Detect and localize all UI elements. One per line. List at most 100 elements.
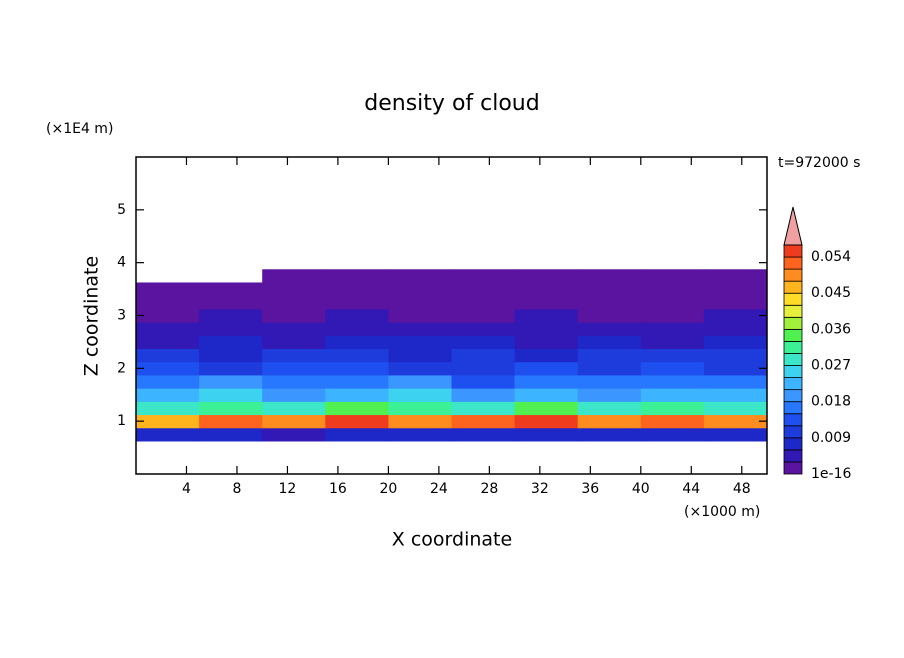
- contour-cell: [577, 414, 642, 429]
- contour-cell: [388, 427, 452, 442]
- contour-cell: [262, 335, 326, 350]
- colorbar-band: [783, 292, 803, 306]
- contour-cell: [577, 374, 642, 389]
- contour-cell: [262, 348, 326, 363]
- contour-cell: [199, 348, 263, 363]
- colorbar-tick-label: 0.027: [811, 358, 851, 374]
- contour-cell: [388, 401, 452, 416]
- contour-cell: [199, 322, 263, 336]
- x-unit: (×1000 m): [684, 504, 760, 520]
- y-tick-label: 4: [117, 255, 126, 271]
- colorbar-band: [783, 280, 803, 294]
- contour-cell: [514, 348, 579, 363]
- contour-cell: [514, 282, 579, 297]
- contour-cell: [325, 427, 389, 442]
- contour-cell: [703, 348, 768, 363]
- x-tick-label: 20: [379, 481, 397, 497]
- contour-cell: [325, 269, 389, 283]
- contour-cell: [325, 308, 389, 323]
- contour-cell: [577, 322, 642, 336]
- colorbar-band: [783, 353, 803, 366]
- contour-cell: [640, 374, 705, 389]
- contour-cell: [136, 282, 200, 297]
- contour-cell: [136, 361, 200, 376]
- contour-cell: [262, 269, 326, 283]
- contour-cell: [703, 282, 768, 297]
- contour-cell: [262, 361, 326, 376]
- contour-cell: [640, 414, 705, 429]
- contour-cell: [388, 269, 452, 283]
- contour-cell: [262, 295, 326, 310]
- colorbar-band: [783, 425, 803, 439]
- contour-cell: [325, 322, 389, 336]
- contour-cell: [577, 308, 642, 323]
- contour-cell: [640, 269, 705, 283]
- contour-cell: [262, 427, 326, 442]
- contour-cell: [325, 295, 389, 310]
- contour-cell: [577, 388, 642, 402]
- colorbar-tick-label: 0.054: [811, 249, 851, 265]
- contour-cell: [199, 388, 263, 402]
- colorbar-band: [783, 365, 803, 378]
- colorbar-band: [783, 268, 803, 282]
- colorbar-tick-label: 0.009: [811, 430, 851, 446]
- colorbar-extend: [783, 206, 803, 246]
- contour-cell: [388, 348, 452, 363]
- contour-cell: [388, 361, 452, 376]
- colorbar-tick-label: 0.036: [811, 321, 851, 337]
- contour-cell: [514, 374, 579, 389]
- x-tick-label: 32: [531, 481, 549, 497]
- contour-cell: [199, 414, 263, 429]
- contour-cell: [199, 295, 263, 310]
- x-tick-label: 28: [480, 481, 498, 497]
- contour-cell: [640, 322, 705, 336]
- contour-cell: [325, 374, 389, 389]
- contour-cell: [262, 282, 326, 297]
- y-tick-label: 2: [117, 360, 126, 376]
- contour-cell: [325, 361, 389, 376]
- colorbar-band: [783, 304, 803, 318]
- colorbar-band: [783, 413, 803, 427]
- contour-cell: [199, 335, 263, 350]
- contour-cell: [136, 335, 200, 350]
- y-tick-label: 3: [117, 308, 126, 324]
- contour-cell: [577, 282, 642, 297]
- y-tick-label: 5: [117, 202, 126, 218]
- contour-cell: [262, 401, 326, 416]
- contour-cell: [136, 388, 200, 402]
- contour-cell: [451, 348, 516, 363]
- contour-cell: [514, 295, 579, 310]
- contour-cell: [136, 308, 200, 323]
- contour-cell: [514, 335, 579, 350]
- contour-cell: [388, 374, 452, 389]
- contour-cell: [136, 374, 200, 389]
- contour-cell: [640, 335, 705, 350]
- contour-cell: [325, 348, 389, 363]
- contour-cell: [703, 414, 768, 429]
- contour-cell: [451, 282, 516, 297]
- contour-cell: [640, 348, 705, 363]
- contour-cell: [262, 308, 326, 323]
- contour-cell: [703, 388, 768, 402]
- contour-cell: [640, 361, 705, 376]
- contour-cell: [703, 374, 768, 389]
- contour-cell: [388, 295, 452, 310]
- contour-cell: [577, 269, 642, 283]
- x-tick-label: 48: [733, 481, 751, 497]
- contour-cell: [514, 427, 579, 442]
- contour-cell: [325, 388, 389, 402]
- time-label: t=972000 s: [778, 155, 860, 171]
- chart-title: density of cloud: [364, 91, 539, 116]
- contour-cell: [451, 361, 516, 376]
- contour-cell: [451, 308, 516, 323]
- colorbar-tick-label: 0.018: [811, 394, 851, 410]
- contour-cell: [451, 388, 516, 402]
- contour-cell: [577, 295, 642, 310]
- x-tick-label: 44: [682, 481, 700, 497]
- contour-cell: [388, 388, 452, 402]
- contour-cell: [640, 282, 705, 297]
- x-tick-label: 24: [430, 481, 448, 497]
- contour-cell: [262, 374, 326, 389]
- contour-cell: [577, 427, 642, 442]
- y-axis-title: Z coordinate: [81, 256, 103, 376]
